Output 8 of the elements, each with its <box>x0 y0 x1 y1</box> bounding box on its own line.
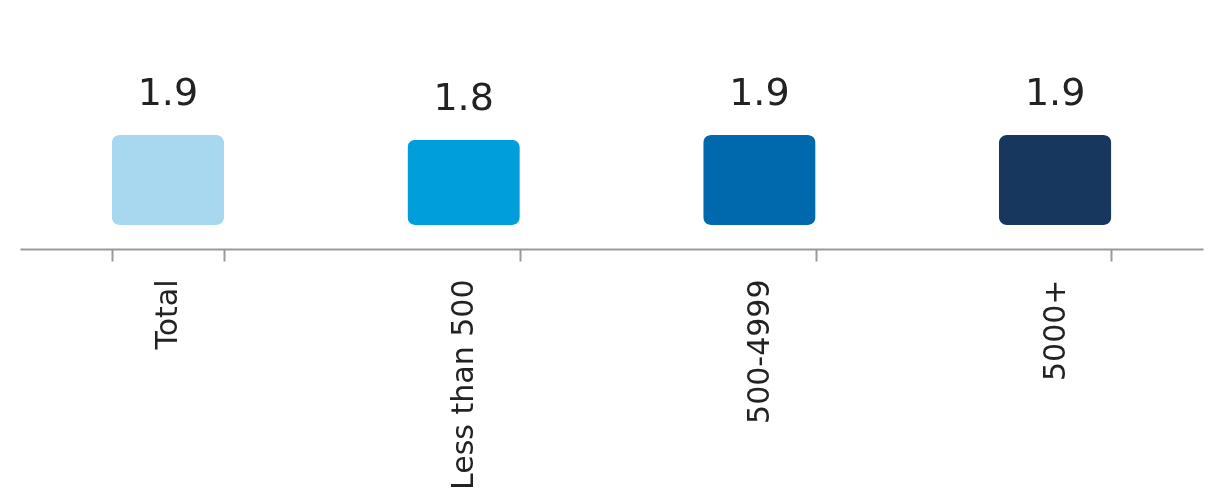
data-label: 1.9 <box>137 70 199 114</box>
data-label: 1.9 <box>1024 70 1086 114</box>
x-tick-label: 500-4999 <box>740 279 776 424</box>
data-label: 1.8 <box>433 74 494 119</box>
x-tick-label: 5000+ <box>1036 279 1072 381</box>
data-label: 1.9 <box>729 70 790 114</box>
x-tick-label: Total <box>149 279 185 351</box>
x-tick-label: Less than 500 <box>445 279 481 490</box>
